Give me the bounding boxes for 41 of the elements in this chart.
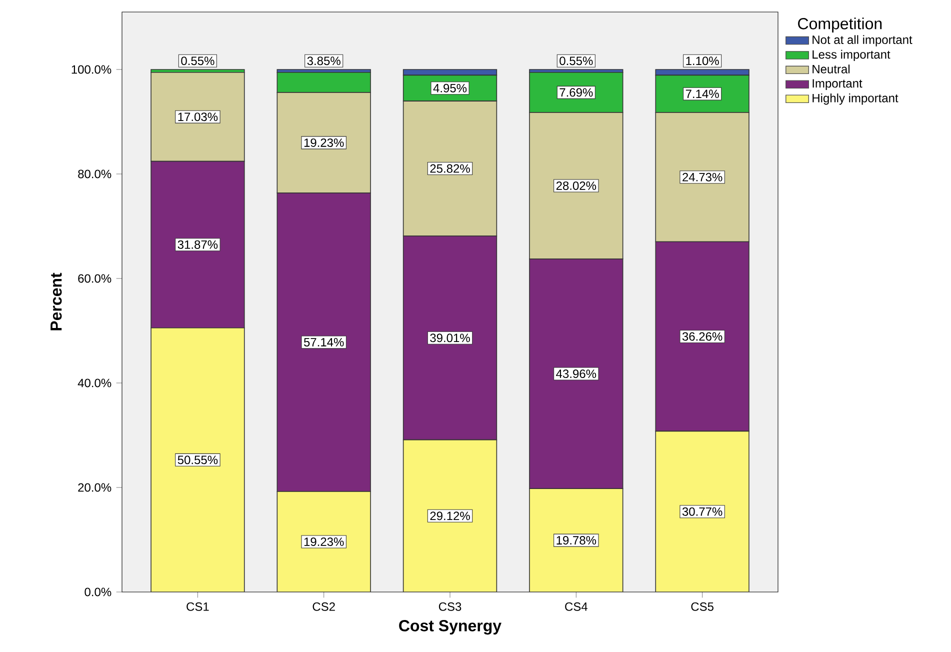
y-axis-title: Percent [50,272,62,330]
y-tick-label: 60.0% [78,274,112,283]
data-label: 28.02% [556,181,596,190]
legend-label: Not at all important [812,35,912,46]
data-label: 7.69% [560,88,593,97]
data-label: 17.03% [178,112,218,122]
legend-label: Less important [812,50,890,62]
y-tick-label: 100.0% [72,65,112,74]
data-label: 0.55% [181,56,214,66]
legend-label: Highly important [812,94,898,105]
legend-label: Neutral [812,64,850,74]
data-label: 7.14% [686,90,719,98]
y-tick-label: 20.0% [78,483,112,492]
data-label: 29.12% [430,512,470,520]
data-label: 1.10% [686,56,719,66]
data-label: 19.23% [304,537,344,546]
data-label: 50.55% [178,456,218,464]
data-label: 3.85% [307,56,340,66]
x-tick-label: CS1 [186,602,209,611]
data-label: 0.55% [560,56,593,66]
data-label: 24.73% [682,172,722,182]
x-axis-title: Cost Synergy [399,620,502,635]
x-tick-label: CS4 [565,602,588,611]
y-tick-label: 80.0% [78,170,112,178]
legend-title: Competition [798,18,882,33]
data-label: 57.14% [304,338,344,346]
data-label: 25.82% [430,164,470,173]
y-tick-label: 40.0% [78,378,112,388]
x-tick-label: CS2 [312,602,335,611]
data-label: 39.01% [430,334,470,342]
data-label: 36.26% [682,332,722,341]
data-label: 31.87% [178,240,218,249]
data-label: 19.23% [304,138,344,147]
data-label: 19.78% [556,536,596,545]
data-label: 4.95% [433,84,467,92]
y-tick-label: 0.0% [84,588,112,596]
data-label: 30.77% [682,507,722,516]
x-tick-label: CS3 [438,602,462,611]
legend-label: Important [812,79,862,90]
data-label: 43.96% [556,370,596,378]
x-tick-label: CS5 [691,602,714,611]
